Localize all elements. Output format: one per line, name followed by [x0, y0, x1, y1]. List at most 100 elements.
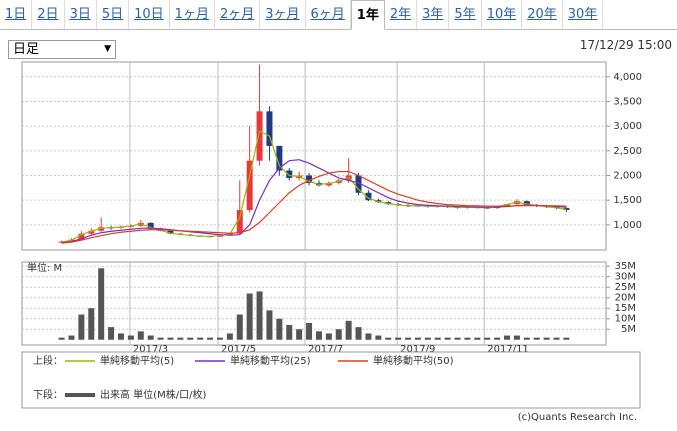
volume-bar — [296, 329, 303, 340]
y-tick-label: 25M — [615, 282, 636, 293]
volume-bar — [563, 337, 570, 340]
volume-bar — [414, 337, 421, 340]
candle-body — [523, 201, 530, 206]
y-tick-label: 1,500 — [613, 195, 642, 206]
y-tick-label: 1,000 — [613, 220, 642, 231]
volume-bar — [543, 337, 550, 340]
tab[interactable]: 3ヶ月 — [260, 0, 306, 29]
volume-bar — [197, 337, 204, 340]
volume-bar — [216, 337, 223, 340]
volume-bar — [286, 325, 293, 340]
volume-bar — [454, 337, 461, 340]
dropdown[interactable]: 日足 ▼ — [8, 40, 116, 59]
legend-box — [21, 351, 641, 409]
volume-bar — [395, 337, 402, 340]
legend-text: 単純移動平均(50) — [373, 354, 454, 367]
volume-bar — [385, 337, 392, 340]
volume-bar — [335, 329, 342, 340]
tab[interactable]: 30年 — [563, 0, 604, 29]
tab[interactable]: 2ヶ月 — [215, 0, 261, 29]
y-tick-label: 30M — [615, 272, 636, 283]
volume-bar — [513, 335, 520, 340]
volume-bar — [177, 337, 184, 340]
candle-body — [256, 111, 263, 161]
volume-bar — [365, 333, 372, 340]
volume-bar — [375, 335, 382, 340]
y-tick-label: 2,000 — [613, 170, 642, 181]
volume-bar — [58, 337, 65, 340]
volume-bar — [474, 337, 481, 340]
tab[interactable]: 3日 — [65, 0, 97, 29]
candle-body — [88, 230, 95, 234]
volume-bar — [167, 337, 174, 340]
candle-body — [246, 160, 253, 211]
plot-frame — [21, 261, 607, 346]
volume-bar — [315, 331, 322, 340]
candle-body — [147, 222, 154, 229]
x-tick-label: 2017/3 — [133, 344, 168, 355]
volume-bar — [68, 335, 75, 340]
legend-text: 単純移動平均(25) — [230, 354, 311, 367]
tab[interactable]: 5日 — [97, 0, 130, 29]
y-tick-label: 4,000 — [613, 72, 642, 83]
volume-bar — [127, 335, 134, 340]
y-tick-label: 5M — [621, 324, 636, 335]
x-tick-label: 2017/7 — [308, 344, 343, 355]
volume-bar — [187, 337, 194, 340]
volume-bar — [424, 337, 431, 340]
candle-body — [355, 175, 362, 193]
x-tick-label: 2017/5 — [221, 344, 256, 355]
candle-body — [325, 182, 332, 186]
candle-body — [365, 192, 372, 201]
volume-bar — [306, 322, 313, 340]
y-tick-label: 20M — [615, 293, 636, 304]
tab[interactable]: 2日 — [32, 0, 65, 29]
tab[interactable]: 6ヶ月 — [306, 0, 351, 29]
volume-bar — [405, 337, 412, 340]
volume-bar — [464, 337, 471, 340]
volume-bar — [484, 337, 491, 340]
volume-bar — [355, 327, 362, 340]
volume-bar — [246, 293, 253, 340]
tab-bar: 1日 2日 3日 5日 10日 1ヶ月 2ヶ月 3ヶ月 6ヶ月 1年 2年 3年 5年 10年 20年 30年 — [0, 0, 677, 30]
volume-bar — [108, 327, 115, 340]
candle-body — [286, 170, 293, 178]
y-tick-label: 3,000 — [613, 121, 642, 132]
tab[interactable]: 1ヶ月 — [170, 0, 215, 29]
tab[interactable]: 3年 — [417, 0, 450, 29]
candle-body — [167, 230, 174, 234]
volume-bar — [533, 337, 540, 340]
unit-label: 単位: M — [27, 261, 62, 274]
volume-bar — [117, 333, 124, 340]
volume-bar — [504, 335, 511, 340]
legend-label: 下段： — [33, 388, 63, 401]
volume-bar — [345, 320, 352, 340]
volume-bar — [325, 333, 332, 340]
legend-text: 出来高 単位(M株/口/枚) — [100, 388, 206, 401]
tab[interactable]: 5年 — [449, 0, 482, 29]
legend-label: 上段： — [33, 354, 63, 367]
y-tick-label: 10M — [615, 314, 636, 325]
volume-bar — [494, 337, 501, 340]
tab[interactable]: 20年 — [522, 0, 563, 29]
y-tick-label: 3,500 — [613, 96, 642, 107]
volume-bar — [88, 308, 95, 340]
y-tick-label: 15M — [615, 303, 636, 314]
tab[interactable]: 10日 — [129, 0, 170, 29]
plot-frame — [21, 61, 607, 251]
volume-bar — [266, 310, 273, 340]
volume-bar — [78, 314, 85, 340]
tab[interactable]: 2年 — [385, 0, 418, 29]
ma-line — [61, 159, 567, 244]
volume-bar — [157, 337, 164, 340]
tab[interactable]: 1年 — [350, 0, 385, 30]
volume-bar — [553, 337, 560, 340]
candle-body — [98, 227, 105, 231]
tab[interactable]: 1日 — [0, 0, 33, 29]
volume-bar — [226, 333, 233, 340]
tab[interactable]: 10年 — [482, 0, 523, 29]
candle-body — [306, 175, 313, 183]
volume-bar — [98, 268, 105, 340]
dropdown-label: 日足 — [13, 42, 40, 57]
volume-bar — [256, 291, 263, 340]
